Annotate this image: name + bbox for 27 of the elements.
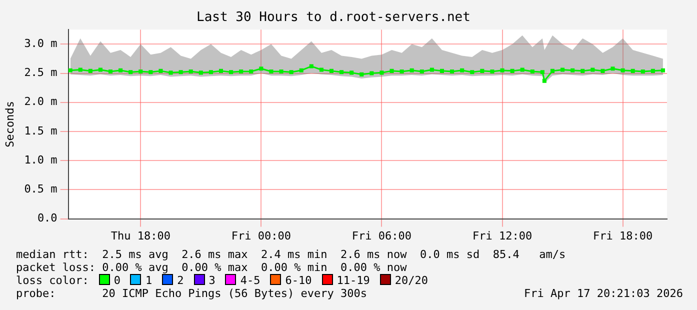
text: 11-19 [336, 274, 370, 287]
y-tick-label: 3.0 m [24, 37, 58, 50]
text: median rtt: 2.5 ms avg 2.6 ms max 2.4 ms min 2.6 ms now 0.0 ms sd 85.4 am/s [16, 248, 566, 261]
text: 20/20 [394, 274, 428, 287]
x-tick-label: Thu 18:00 [110, 229, 170, 242]
y-tick-label: 1.5 m [24, 124, 58, 138]
y-axis-title: Seconds [3, 101, 16, 148]
text: 2 [177, 274, 184, 287]
x-tick-label: Fri 18:00 [592, 229, 653, 242]
chart-title: Last 30 Hours to d.root-servers.net [196, 10, 470, 26]
y-tick-label: 2.0 m [24, 95, 58, 108]
text: loss color: [16, 274, 89, 287]
y-tick-label: 1.0 m [24, 153, 58, 166]
text: packet loss: 0.00 % avg 0.00 % max 0.00 % min 0.00 % now [16, 261, 407, 274]
text: Fri Apr 17 20:21:03 2026 [524, 287, 683, 300]
x-tick-label: Fri 00:00 [231, 229, 291, 242]
y-tick-label: 0.5 m [24, 182, 58, 196]
y-tick-label: 0.0 [37, 212, 58, 225]
text: 0 [114, 274, 120, 287]
text: 4-5 [240, 274, 260, 287]
x-tick-label: Fri 06:00 [352, 229, 412, 242]
text: 6-10 [285, 274, 312, 287]
text: probe: 20 ICMP Echo Pings (56 Bytes) every 300s [16, 287, 367, 300]
y-tick-label: 2.5 m [24, 66, 58, 80]
text: 3 [208, 274, 216, 287]
text: 1 [145, 274, 152, 287]
x-tick-label: Fri 12:00 [472, 229, 532, 242]
